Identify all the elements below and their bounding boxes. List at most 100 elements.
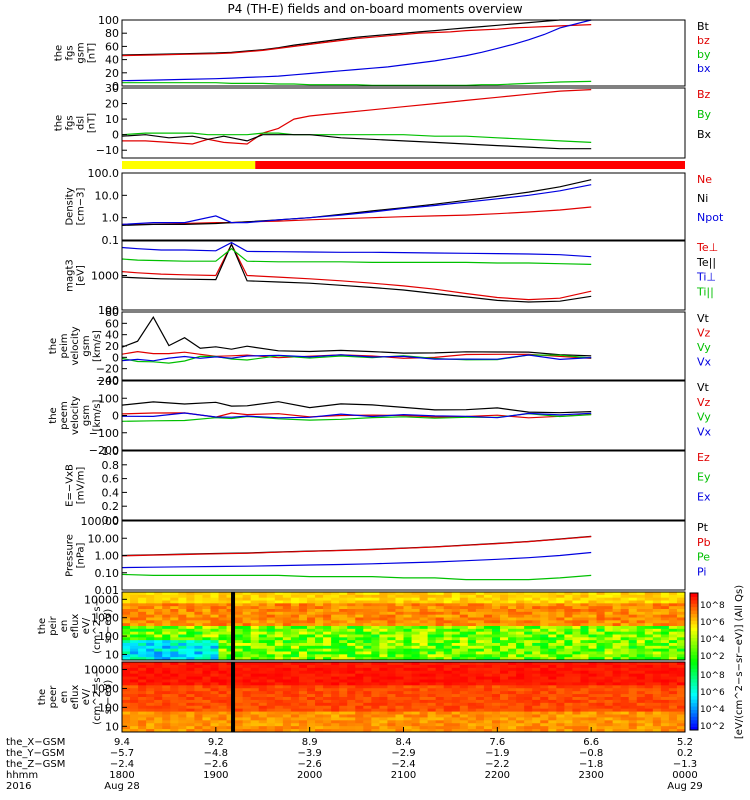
heatmap-cell <box>668 667 678 672</box>
legend-By: By <box>697 108 712 121</box>
heatmap-cell <box>483 631 493 635</box>
heatmap-cell <box>347 714 356 718</box>
heatmap-cell <box>475 705 485 710</box>
heatmap-cell <box>532 694 541 698</box>
heatmap-cell <box>516 711 525 715</box>
y-tick-label: 0.0 <box>102 514 120 527</box>
heatmap-cell <box>315 634 324 638</box>
heatmap-cell <box>258 711 268 715</box>
heatmap-cell <box>122 648 131 652</box>
heatmap-cell <box>186 617 195 621</box>
heatmap-cell <box>443 651 453 655</box>
heatmap-cell <box>130 609 139 613</box>
x-tick-gsm-x: 7.6 <box>489 737 505 748</box>
heatmap-cell <box>644 631 654 635</box>
heatmap-cell <box>258 623 268 627</box>
heatmap-cell <box>395 617 404 621</box>
heatmap-cell <box>435 688 445 692</box>
heatmap-cell <box>170 614 179 618</box>
mode-bar-segment <box>255 161 685 169</box>
heatmap-cell <box>122 609 131 613</box>
heatmap-cell <box>508 597 517 601</box>
heatmap-cell <box>154 691 163 695</box>
heatmap-cell <box>363 688 372 692</box>
heatmap-cell <box>154 720 163 724</box>
heatmap-cell <box>483 657 493 661</box>
heatmap-cell <box>347 645 356 650</box>
heatmap-cell <box>234 691 244 695</box>
heatmap-cell <box>668 617 678 621</box>
heatmap-cell <box>451 682 461 686</box>
heatmap-cell <box>556 648 565 652</box>
heatmap-cell <box>371 723 380 727</box>
heatmap-cell <box>604 623 614 627</box>
heatmap-cell <box>443 705 453 710</box>
heatmap-cell <box>644 711 654 715</box>
heatmap-cell <box>146 676 155 680</box>
heatmap-cell <box>306 694 316 698</box>
heatmap-cell <box>298 657 308 661</box>
heatmap-cell <box>202 640 211 644</box>
heatmap-cell <box>186 676 195 680</box>
heatmap-cell <box>588 637 598 641</box>
heatmap-cell <box>122 640 131 644</box>
heatmap-cell <box>339 726 348 730</box>
heatmap-cell <box>154 688 163 692</box>
heatmap-cell <box>443 617 453 621</box>
heatmap-cell <box>556 603 565 607</box>
heatmap-cell <box>282 676 292 680</box>
x-tick-gsm-z: −2.4 <box>110 759 134 770</box>
heatmap-cell <box>427 623 437 627</box>
heatmap-cell <box>250 708 260 713</box>
heatmap-cell <box>242 679 252 683</box>
heatmap-cell <box>427 628 437 633</box>
colorbar-step <box>690 664 698 669</box>
heatmap-cell <box>178 699 187 704</box>
heatmap-cell <box>644 667 654 672</box>
heatmap-cell <box>162 606 171 610</box>
heatmap-cell <box>588 670 598 675</box>
y-axis-label: Pressure <box>65 534 76 577</box>
heatmap-cell <box>395 694 404 698</box>
colorbar-step <box>690 702 698 707</box>
heatmap-cell <box>274 694 284 698</box>
heatmap-cell <box>387 637 396 641</box>
heatmap-cell <box>588 592 598 596</box>
heatmap-cell <box>540 682 549 686</box>
heatmap-cell <box>427 673 437 678</box>
heatmap-cell <box>395 620 404 624</box>
heatmap-cell <box>403 626 413 630</box>
heatmap-cell <box>620 614 630 618</box>
heatmap-cell <box>540 614 549 618</box>
heatmap-cell <box>379 640 388 644</box>
heatmap-cell <box>298 691 308 695</box>
heatmap-cell <box>347 611 356 616</box>
heatmap-cell <box>548 640 557 644</box>
heatmap-cell <box>491 617 501 621</box>
heatmap-cell <box>355 673 364 678</box>
heatmap-cell <box>540 667 549 672</box>
heatmap-cell <box>676 723 686 727</box>
heatmap-cell <box>403 723 413 727</box>
heatmap-cell <box>387 664 396 669</box>
heatmap-cell <box>596 667 606 672</box>
y-tick-label: 200 <box>98 375 119 388</box>
heatmap-cell <box>122 603 131 607</box>
heatmap-cell <box>146 640 155 644</box>
heatmap-cell <box>419 702 429 707</box>
heatmap-cell <box>130 705 139 710</box>
heatmap-cell <box>218 697 228 701</box>
heatmap-cell <box>564 711 573 715</box>
heatmap-cell <box>419 623 429 627</box>
heatmap-cell <box>387 729 396 733</box>
heatmap-cell <box>419 688 429 692</box>
heatmap-cell <box>306 729 316 733</box>
heatmap-cell <box>652 626 662 630</box>
heatmap-cell <box>258 592 268 596</box>
heatmap-cell <box>524 723 533 727</box>
heatmap-cell <box>491 637 501 641</box>
heatmap-cell <box>556 705 565 710</box>
heatmap-cell <box>588 643 598 647</box>
heatmap-cell <box>500 691 509 695</box>
heatmap-cell <box>500 720 509 724</box>
